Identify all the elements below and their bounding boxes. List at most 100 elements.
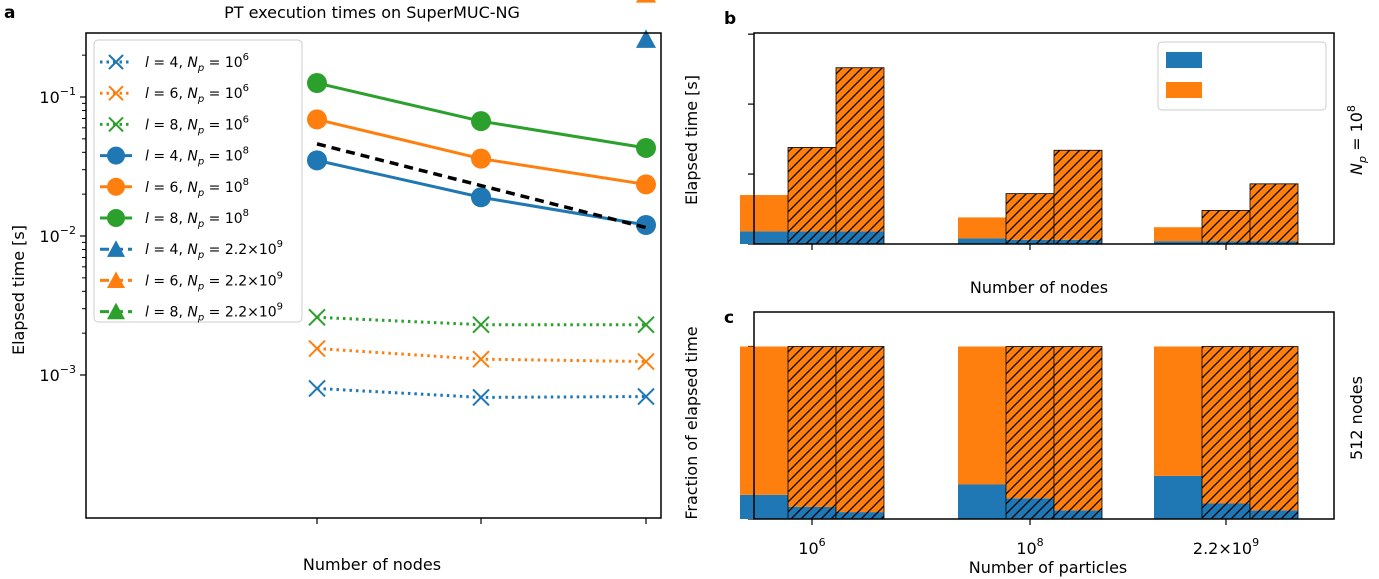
legend-sep: , — [178, 149, 187, 165]
panel-c-ylabel: Fraction of elapsed time — [682, 326, 701, 519]
legend-n-exp: 8 — [243, 208, 249, 219]
bar-interpolate — [958, 346, 1006, 485]
data-point — [472, 388, 490, 407]
x-tick-label: 2.2×109 — [1193, 536, 1259, 558]
legend-n-symbol: N — [187, 273, 198, 289]
y-tick-label-base: 10 — [39, 88, 59, 107]
bar-hatch — [787, 147, 837, 245]
data-point-stroke — [308, 308, 326, 327]
panel-a-frame — [85, 32, 662, 519]
legend-n-eq: = — [204, 117, 225, 133]
bar-hatch — [1053, 346, 1103, 520]
bar-redistribute — [1154, 241, 1202, 244]
bar-hatch — [1201, 210, 1251, 245]
legend-label: l = 8, Np = 2.2×109 — [145, 302, 283, 324]
panel-c: c Fraction of elapsed time Number of par… — [682, 308, 1366, 577]
legend-l-value: 6 — [170, 86, 179, 102]
bar-interpolate — [1154, 346, 1202, 476]
panel-a-lines — [307, 0, 656, 407]
bar-hatch — [1201, 346, 1251, 520]
legend-sep: , — [178, 117, 187, 133]
data-point-stroke — [637, 387, 655, 406]
legend-n-base: 10 — [225, 180, 243, 196]
legend-sep: , — [178, 242, 187, 258]
legend-marker — [107, 271, 125, 289]
legend-n-exp: 8 — [243, 146, 249, 157]
bar-redistribute — [740, 231, 788, 244]
legend-label: l = 6, Np = 2.2×109 — [145, 270, 283, 292]
legend-label: l = 6, Np = 106 — [145, 83, 249, 105]
panel-c-ticks: 106 108 2.2×109 — [748, 345, 1259, 558]
data-point — [636, 0, 656, 3]
bar-interpolate — [740, 346, 788, 495]
legend-l-value: 8 — [170, 211, 179, 227]
legend-l-value: 4 — [170, 242, 179, 258]
data-point — [636, 137, 656, 158]
legend-n-symbol: N — [187, 149, 198, 165]
data-point — [636, 29, 656, 48]
data-point — [471, 148, 491, 169]
legend-l-symbol: l — [145, 273, 149, 289]
legend-n-base: 2.2×10 — [225, 305, 277, 321]
bar-interpolate — [958, 217, 1006, 239]
legend-n-sub: p — [197, 281, 204, 292]
legend-label: l = 4, Np = 108 — [145, 146, 249, 168]
x-tick-label-exp: 9 — [1252, 536, 1259, 549]
data-point — [308, 379, 326, 398]
legend-swatch — [1166, 52, 1202, 68]
legend-sep: , — [178, 273, 187, 289]
bar-interpolate — [1154, 227, 1202, 242]
panel-a-ylabel: Elapsed time [s] — [9, 225, 28, 355]
data-point — [308, 308, 326, 327]
x-tick-label-exp: 6 — [819, 536, 826, 549]
bar-redistribute — [1154, 475, 1202, 519]
legend-label: l = 8, Np = 108 — [145, 208, 249, 230]
legend-marker — [107, 146, 125, 165]
legend-marker — [108, 116, 124, 133]
legend-l-value: 6 — [170, 273, 179, 289]
legend-l-value: 6 — [170, 180, 179, 196]
data-point — [307, 150, 327, 171]
panel-c-letter: c — [724, 308, 734, 328]
legend-l-eq: = — [149, 242, 170, 258]
legend-n-symbol: N — [187, 242, 198, 258]
panel-b-right-label: Np = 108 — [1345, 105, 1369, 175]
legend-n-sub: p — [197, 94, 204, 105]
legend-marker — [107, 209, 125, 227]
legend-sep: , — [178, 55, 187, 71]
data-point — [307, 109, 327, 130]
legend-l-eq: = — [149, 305, 170, 321]
legend-marker-stroke — [108, 85, 124, 101]
legend-sep: , — [178, 305, 187, 321]
legend-n-symbol: N — [187, 86, 198, 102]
legend-n-sub: p — [197, 250, 204, 261]
panel-b-frame — [753, 32, 1335, 245]
legend-l-eq: = — [149, 273, 170, 289]
legend-l-symbol: l — [145, 180, 149, 196]
legend-l-eq: = — [149, 211, 170, 227]
data-point-stroke — [308, 379, 326, 398]
panel-b-letter: b — [724, 9, 736, 29]
data-point — [471, 187, 491, 208]
panel-a-xlabel: Number of nodes — [303, 555, 441, 574]
data-point — [637, 316, 655, 334]
legend-n-base: 10 — [225, 117, 243, 133]
y-tick-label: 10−3 — [39, 363, 76, 385]
legend-n-sub: p — [197, 188, 204, 199]
legend-n-eq: = — [204, 55, 225, 71]
legend-l-symbol: l — [145, 242, 149, 258]
panel-a: a PT execution times on SuperMUC-NG Elap… — [4, 0, 662, 574]
x-tick-label-exp: 8 — [1037, 536, 1044, 549]
data-point-stroke — [472, 388, 490, 407]
legend-l-eq: = — [149, 149, 170, 165]
legend-l-eq: = — [149, 180, 170, 196]
bar-hatch — [1005, 346, 1055, 520]
legend-n-base: 10 — [225, 55, 243, 71]
bar-hatch — [1005, 193, 1055, 245]
legend-sep: , — [178, 211, 187, 227]
panel-c-bars — [740, 346, 1299, 520]
legend-l-symbol: l — [145, 149, 149, 165]
bar-redistribute — [740, 494, 788, 519]
